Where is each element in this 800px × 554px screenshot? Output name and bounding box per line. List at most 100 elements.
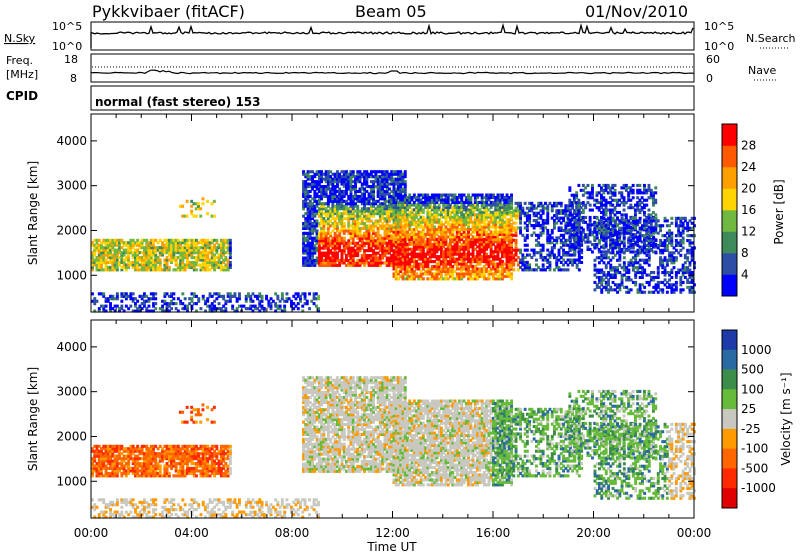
power-cell (329, 187, 333, 191)
power-cell (124, 256, 128, 260)
power-cell (336, 199, 339, 203)
power-cell (313, 197, 317, 201)
power-cell (317, 307, 320, 311)
power-cell (122, 309, 126, 313)
power-cell (199, 251, 203, 255)
power-cell (167, 243, 171, 247)
power-cell (195, 238, 198, 242)
power-cell (311, 212, 314, 216)
power-cell (134, 251, 137, 255)
power-cell (591, 250, 594, 254)
power-cell (127, 256, 131, 260)
power-cell (149, 292, 153, 296)
power-cell (165, 263, 169, 267)
power-cell (190, 299, 194, 303)
power-cell (140, 243, 144, 247)
power-cell (510, 243, 513, 247)
power-cell (306, 175, 310, 179)
power-cell (204, 251, 207, 255)
power-cell (143, 294, 146, 298)
power-cell (170, 258, 173, 262)
power-cell (113, 297, 117, 301)
power-cell (199, 258, 203, 262)
power-cell (308, 244, 312, 248)
power-cell (333, 222, 337, 226)
power-cell (329, 231, 333, 235)
power-cell (174, 260, 178, 264)
power-cell (104, 309, 108, 313)
power-cell (224, 241, 228, 245)
power-cell (331, 239, 335, 243)
power-cell (336, 212, 339, 216)
power-cell (336, 246, 339, 250)
power-cell (329, 209, 333, 213)
power-cell (111, 258, 115, 262)
power-cell (195, 246, 198, 250)
power-cell (208, 251, 212, 255)
power-cell (219, 265, 223, 269)
power-cell (147, 246, 151, 250)
power-cell (147, 299, 151, 303)
power-cell (213, 292, 216, 296)
power-cell (304, 197, 308, 201)
power-cell (570, 243, 574, 247)
power-cell (251, 304, 255, 308)
power-cell (326, 258, 330, 262)
power-cell (514, 238, 518, 242)
power-cell (528, 214, 532, 218)
power-cell (519, 248, 522, 252)
power-cell (326, 241, 330, 245)
power-cell (308, 256, 312, 260)
power-cell (217, 265, 221, 269)
power-cell (326, 175, 330, 179)
cpid-strip: CPID normal (fast stereo) 153 (6, 85, 695, 111)
power-cell (215, 241, 219, 245)
power-cell (190, 263, 194, 267)
power-cell (115, 268, 119, 272)
power-cell (308, 177, 312, 181)
power-cell (222, 251, 226, 255)
power-cell (306, 204, 310, 208)
power-cell (106, 253, 110, 257)
power-cell (228, 246, 232, 250)
power-cell (104, 304, 108, 308)
power-cell (269, 304, 273, 308)
power-cell (256, 297, 259, 301)
power-cell (306, 177, 310, 181)
power-cell (311, 177, 314, 181)
power-cell (138, 307, 142, 311)
power-cell (170, 251, 173, 255)
power-cell (176, 265, 180, 269)
power-cell (331, 244, 335, 248)
power-cell (186, 258, 189, 262)
power-cell (329, 258, 333, 262)
power-cell (127, 246, 131, 250)
power-cell (188, 253, 192, 257)
power-cell (249, 297, 253, 301)
power-cell (136, 260, 140, 264)
power-cell (299, 297, 302, 301)
power-cell (131, 297, 135, 301)
power-cell (186, 309, 189, 313)
power-cell (304, 199, 308, 203)
power-cell (283, 307, 287, 311)
power-cell (134, 243, 137, 247)
power-cell (336, 194, 339, 198)
power-cell (315, 236, 319, 240)
power-cell (311, 246, 314, 250)
power-cell (134, 241, 137, 245)
power-cell (102, 253, 106, 257)
power-cell (120, 251, 124, 255)
power-cell (338, 239, 342, 243)
power-cell (163, 251, 167, 255)
power-cell (120, 238, 124, 242)
power-cell (215, 263, 219, 267)
power-cell (510, 272, 513, 276)
power-cell (302, 241, 305, 245)
power-cell (238, 297, 241, 301)
power-cell (304, 258, 308, 262)
power-cell (331, 254, 335, 258)
power-cell (179, 253, 183, 257)
power-cell (324, 194, 328, 198)
power-cell (311, 226, 314, 230)
